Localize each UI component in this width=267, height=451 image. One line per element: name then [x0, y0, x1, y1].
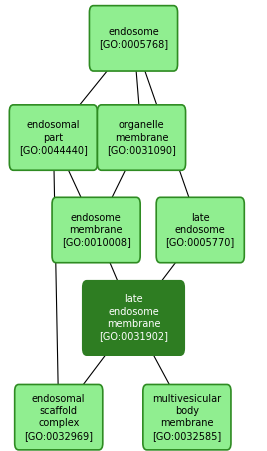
Text: endosome
membrane
[GO:0010008]: endosome membrane [GO:0010008] — [62, 212, 131, 248]
FancyBboxPatch shape — [83, 281, 184, 355]
FancyBboxPatch shape — [52, 198, 140, 262]
FancyBboxPatch shape — [15, 384, 103, 450]
FancyBboxPatch shape — [156, 198, 244, 262]
Text: late
endosome
membrane
[GO:0031902]: late endosome membrane [GO:0031902] — [99, 295, 168, 341]
Text: endosomal
scaffold
complex
[GO:0032969]: endosomal scaffold complex [GO:0032969] — [24, 394, 93, 441]
FancyBboxPatch shape — [89, 5, 178, 71]
FancyBboxPatch shape — [143, 384, 231, 450]
Text: late
endosome
[GO:0005770]: late endosome [GO:0005770] — [166, 212, 235, 248]
Text: multivesicular
body
membrane
[GO:0032585]: multivesicular body membrane [GO:0032585… — [152, 394, 222, 441]
Text: endosome
[GO:0005768]: endosome [GO:0005768] — [99, 27, 168, 50]
FancyBboxPatch shape — [97, 105, 186, 170]
Text: organelle
membrane
[GO:0031090]: organelle membrane [GO:0031090] — [107, 120, 176, 155]
FancyBboxPatch shape — [9, 105, 97, 170]
Text: endosomal
part
[GO:0044440]: endosomal part [GO:0044440] — [19, 120, 88, 155]
